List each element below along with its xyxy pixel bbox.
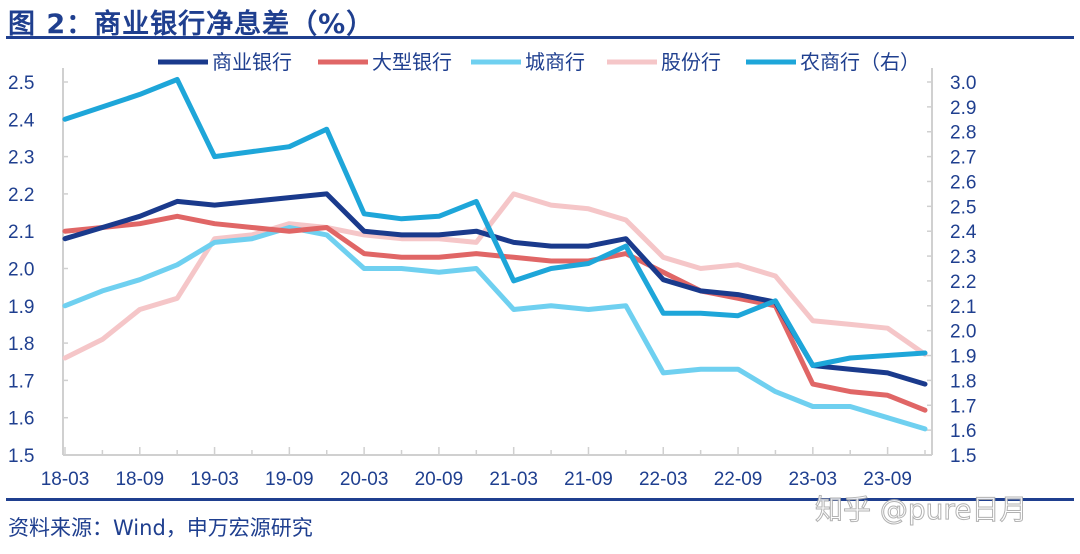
legend-label-2: 城商行 — [525, 50, 585, 74]
legend-label-0: 商业银行 — [212, 50, 292, 74]
right-tick-label: 2.9 — [950, 98, 976, 119]
left-tick-label: 1.5 — [8, 446, 34, 467]
left-tick-label: 2.3 — [8, 148, 34, 169]
left-tick-label: 1.8 — [8, 334, 34, 355]
right-tick-label: 1.5 — [950, 446, 976, 467]
watermark: 知乎 @pure日月 — [815, 493, 1029, 527]
x-tick-label: 20-09 — [415, 469, 464, 490]
series-line-1 — [62, 213, 928, 413]
footer-rule — [6, 498, 1074, 501]
x-tick-label: 21-09 — [564, 469, 613, 490]
series-line-4 — [62, 77, 928, 368]
right-tick-label: 1.8 — [950, 371, 976, 392]
chart-title: 图 2：商业银行净息差（%） — [8, 9, 375, 40]
right-tick-label: 3.0 — [950, 73, 976, 94]
source-note: 资料来源：Wind，申万宏源研究 — [8, 516, 313, 540]
right-tick-label: 2.8 — [950, 123, 976, 144]
title-rule — [6, 36, 1074, 39]
right-tick-label: 2.4 — [950, 222, 977, 243]
right-tick-label: 2.3 — [950, 247, 976, 268]
legend-label-3: 股份行 — [661, 50, 721, 74]
legend-label-4: 农商行（右） — [800, 50, 920, 74]
x-tick-label: 22-09 — [714, 469, 763, 490]
left-tick-label: 2.4 — [8, 110, 35, 131]
x-tick-label: 23-03 — [789, 469, 838, 490]
right-tick-label: 2.1 — [950, 297, 976, 318]
right-tick-label: 2.6 — [950, 172, 976, 193]
left-tick-label: 2.0 — [8, 260, 34, 281]
x-tick-label: 22-03 — [639, 469, 688, 490]
series-line-2 — [62, 225, 928, 432]
right-tick-label: 2.0 — [950, 322, 976, 343]
x-tick-label: 20-03 — [340, 469, 389, 490]
x-tick-label: 19-03 — [190, 469, 239, 490]
right-tick-label: 1.9 — [950, 347, 976, 368]
x-tick-label: 18-09 — [115, 469, 164, 490]
right-tick-label: 2.7 — [950, 148, 976, 169]
left-tick-label: 2.5 — [8, 73, 34, 94]
right-tick-label: 2.2 — [950, 272, 976, 293]
left-tick-label: 1.6 — [8, 409, 34, 430]
right-tick-label: 1.6 — [950, 421, 976, 442]
x-tick-label: 18-03 — [41, 469, 90, 490]
x-tick-label: 21-03 — [489, 469, 538, 490]
right-tick-label: 2.5 — [950, 197, 976, 218]
left-tick-label: 1.7 — [8, 371, 34, 392]
left-tick-label: 1.9 — [8, 297, 34, 318]
x-tick-label: 23-09 — [863, 469, 912, 490]
legend-label-1: 大型银行 — [372, 50, 452, 74]
x-tick-label: 19-09 — [265, 469, 314, 490]
right-tick-label: 1.7 — [950, 396, 976, 417]
left-tick-label: 2.2 — [8, 185, 34, 206]
left-tick-label: 2.1 — [8, 222, 34, 243]
